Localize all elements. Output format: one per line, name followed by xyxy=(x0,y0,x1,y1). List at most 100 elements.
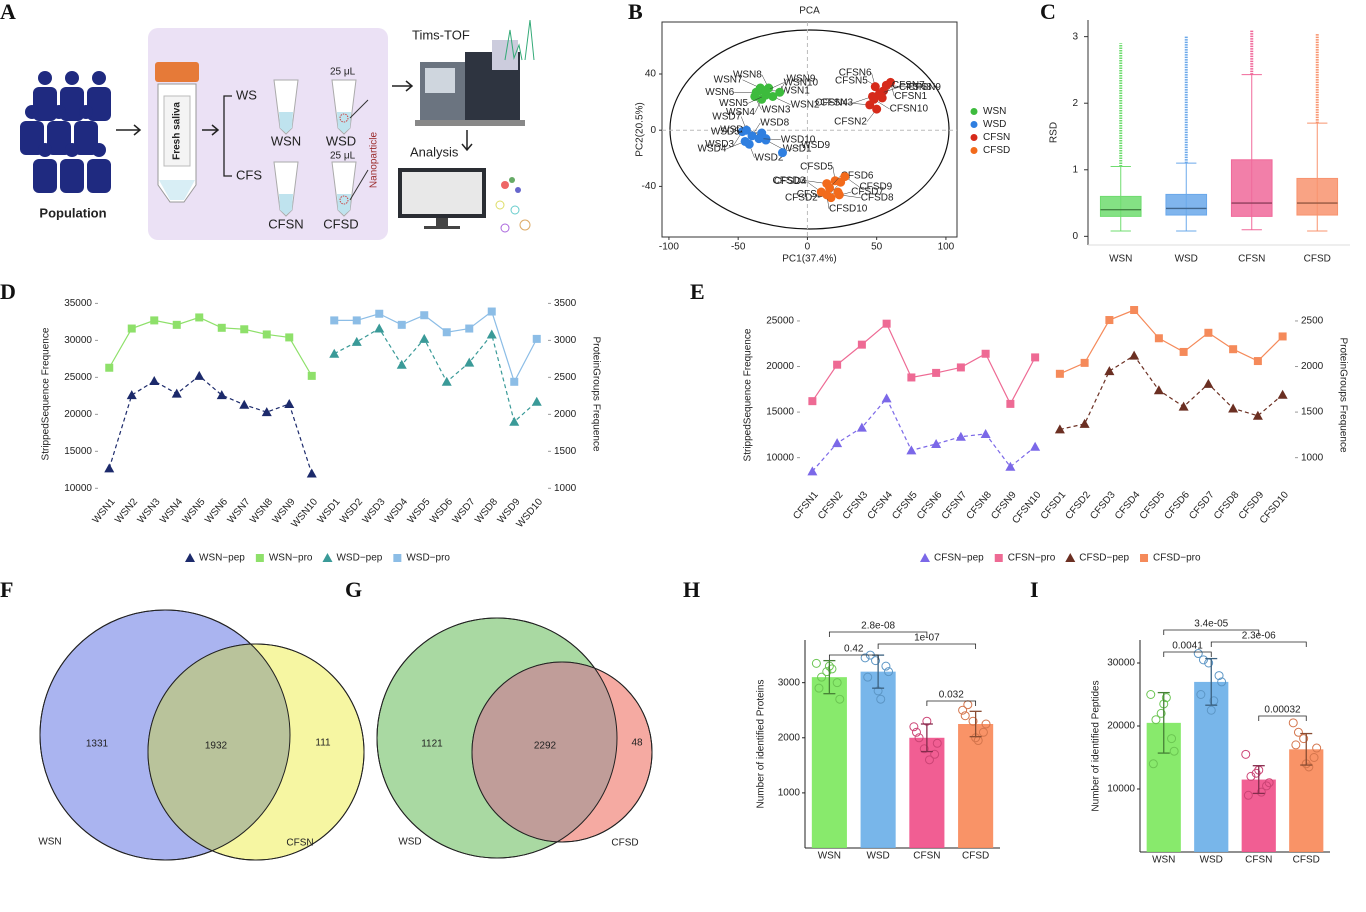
data-point xyxy=(1304,762,1314,772)
legend-marker xyxy=(1065,553,1076,562)
point xyxy=(747,131,757,141)
x-tick-label: WSN xyxy=(1152,855,1175,866)
panel-label: F xyxy=(0,577,13,602)
x-tick-label: -100 xyxy=(659,242,679,253)
marker xyxy=(239,399,250,409)
x-tick-label: CFSD2 xyxy=(1063,489,1093,522)
y-tick-label: 25000 xyxy=(766,316,794,327)
y-axis-label: PC2(20.5%) xyxy=(635,102,646,156)
x-tick-label: WSD8 xyxy=(473,496,500,526)
x-tick-label: WSN1 xyxy=(91,496,118,526)
marker xyxy=(397,320,406,329)
series-line xyxy=(108,375,313,474)
point xyxy=(830,176,840,186)
split-brace xyxy=(223,95,232,177)
data-point xyxy=(860,653,870,663)
marker xyxy=(307,371,316,380)
point-label: WSN5 xyxy=(719,98,748,109)
marker xyxy=(1031,353,1040,362)
point-label: WSN4 xyxy=(726,107,755,118)
tube-label: WSN xyxy=(271,133,301,148)
x-tick-label: CFSN7 xyxy=(940,489,970,522)
data-point xyxy=(932,738,942,748)
data-point xyxy=(1161,693,1171,703)
p-value: 1e-07 xyxy=(914,633,940,644)
x-tick-label: CFSN4 xyxy=(865,489,895,522)
legend-label: CFSN−pep xyxy=(934,553,984,564)
y-axis-label: StrippedSequence Frequence xyxy=(743,328,754,461)
x-tick-label: CFSD3 xyxy=(1088,489,1118,522)
y2-tick-label: 2000 xyxy=(1301,361,1324,372)
data-point xyxy=(1264,778,1274,788)
p-value: 0.42 xyxy=(844,644,864,655)
x-tick-label: 100 xyxy=(938,242,955,253)
data-point xyxy=(1288,718,1298,728)
marker xyxy=(329,348,340,358)
region-count: 1932 xyxy=(205,741,228,752)
arrow xyxy=(202,124,220,136)
x-tick-label: CFSN2 xyxy=(816,489,846,522)
data-point xyxy=(1169,746,1179,756)
point-label: CFSD1 xyxy=(797,189,830,200)
marker xyxy=(932,368,941,377)
sample-label: Fresh saliva xyxy=(172,102,183,160)
data-point xyxy=(876,694,886,704)
point-label: WSD2 xyxy=(755,152,784,163)
x-tick-label: CFSN8 xyxy=(964,489,994,522)
legend-marker xyxy=(322,553,333,562)
data-point xyxy=(1299,734,1309,744)
nanoparticle-label: Nanoparticle xyxy=(369,131,380,188)
y-tick-label: 30000 xyxy=(1107,658,1135,669)
marker xyxy=(832,438,843,448)
y-tick-label: 1000 xyxy=(778,788,801,799)
cfs-label: CFS xyxy=(236,167,262,182)
marker xyxy=(126,390,137,400)
population-label: Population xyxy=(39,205,106,220)
marker xyxy=(105,363,114,372)
marker xyxy=(1253,357,1262,366)
legend-label: WSN−pro xyxy=(269,553,313,564)
legend-marker xyxy=(994,554,1003,562)
data-point xyxy=(822,667,832,677)
marker xyxy=(330,316,339,325)
y-axis-label: Number of identified Peptides xyxy=(1091,680,1102,811)
point xyxy=(761,134,771,144)
marker xyxy=(104,463,115,473)
data-point xyxy=(871,656,881,666)
tube-cap xyxy=(155,62,199,82)
point-label: WSN3 xyxy=(762,104,791,115)
y-tick-label: 20000 xyxy=(766,361,794,372)
marker xyxy=(956,363,965,372)
point-label: WSN10 xyxy=(784,77,819,88)
marker xyxy=(881,393,892,403)
y-tick-label: 2000 xyxy=(778,732,801,743)
marker xyxy=(510,377,519,386)
y2-tick-label: 3500 xyxy=(554,298,577,309)
data-point xyxy=(1243,790,1253,800)
point xyxy=(768,91,778,101)
marker xyxy=(532,334,541,343)
pointer xyxy=(349,99,369,201)
data-point xyxy=(914,733,924,743)
marker xyxy=(172,320,181,329)
point xyxy=(840,172,850,182)
significance-bracket xyxy=(828,654,879,660)
data-point xyxy=(1196,690,1206,699)
legend-marker xyxy=(970,147,978,154)
x-tick-label: CFSN1 xyxy=(791,489,821,522)
marker xyxy=(464,357,475,367)
significance-bracket xyxy=(877,643,977,649)
marker xyxy=(856,422,867,432)
data-point xyxy=(968,716,978,726)
tube-label: CFSD xyxy=(323,216,358,231)
series-line xyxy=(334,310,538,384)
x-tick-label: CFSD xyxy=(1293,855,1320,866)
point-label: WSD1 xyxy=(783,144,812,155)
point-label: WSN8 xyxy=(733,69,762,80)
y-axis-label: RSD xyxy=(1049,122,1060,143)
arrow xyxy=(461,130,473,152)
point-label: CFSN3 xyxy=(820,98,853,109)
marker xyxy=(1055,369,1064,378)
y-tick-label: 20000 xyxy=(64,409,92,420)
data-point xyxy=(811,658,821,668)
